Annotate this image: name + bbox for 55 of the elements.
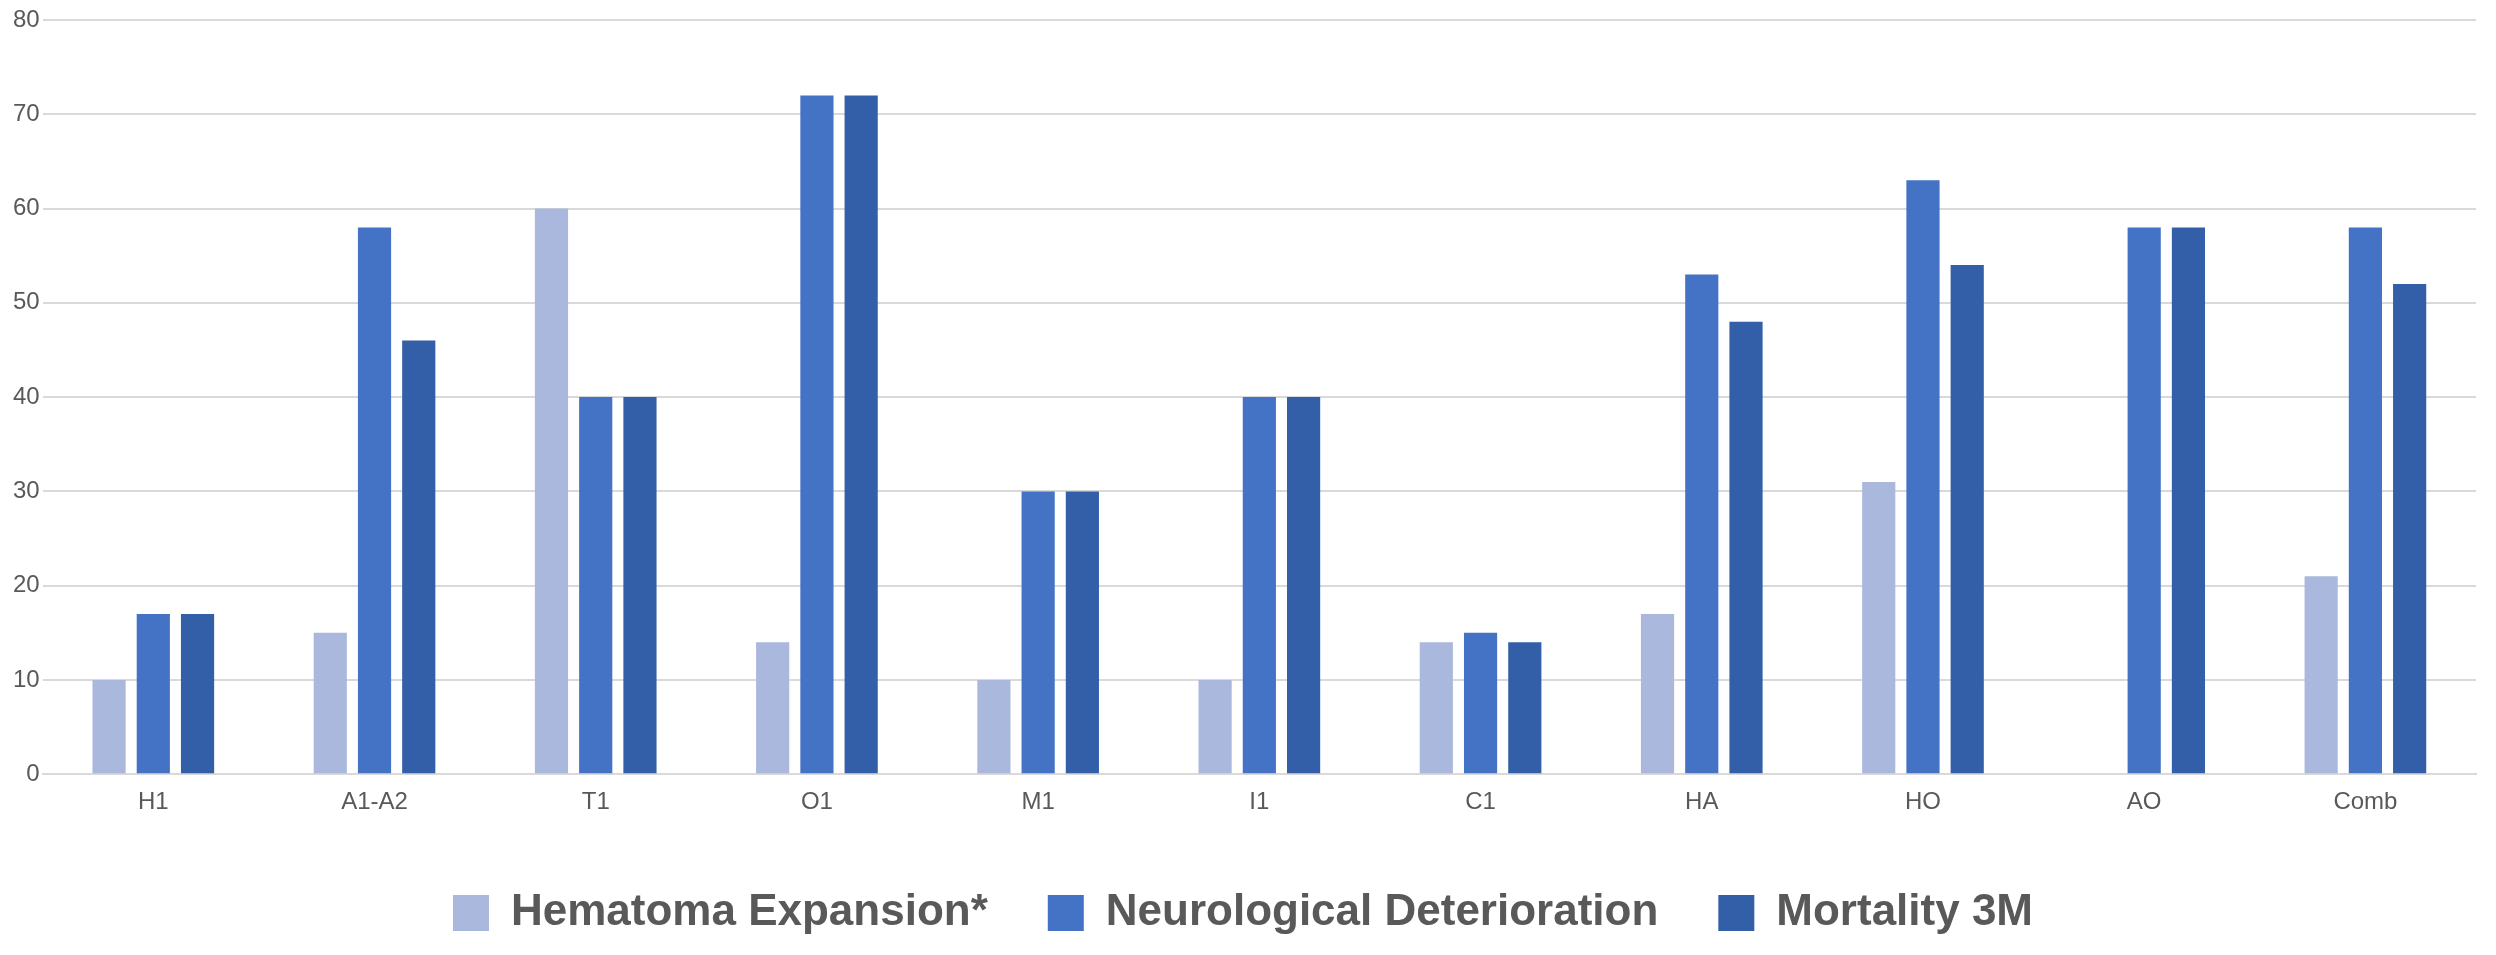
bar: [800, 95, 834, 774]
bar: [1640, 613, 1675, 774]
bar: [1862, 481, 1896, 774]
x-tick-label: O1: [800, 787, 833, 815]
bar: [402, 340, 436, 774]
y-tick-label: 70: [12, 98, 40, 126]
y-tick-label: 60: [12, 193, 40, 221]
y-tick-label: 20: [12, 570, 40, 598]
bar: [1419, 642, 1453, 774]
x-tick-label: T1: [581, 787, 610, 815]
bar: [1463, 632, 1498, 774]
bar: [2127, 227, 2161, 774]
x-tick-label: A1-A2: [341, 787, 408, 815]
bar: [2348, 227, 2382, 774]
bar: [844, 95, 878, 774]
y-tick-label: 50: [12, 287, 40, 315]
bar: [313, 632, 347, 774]
x-tick-label: HA: [1685, 787, 1719, 815]
legend-label: Mortality 3M: [1776, 885, 2034, 935]
legend-label: Neurological Deterioration: [1105, 885, 1659, 935]
legend-label: Hematoma Expansion*: [510, 885, 989, 935]
bar: [1287, 397, 1321, 774]
y-tick-label: 30: [12, 476, 40, 503]
bar: [2393, 283, 2427, 774]
bar: [1242, 397, 1276, 774]
x-tick-label: M1: [1021, 787, 1055, 815]
bar: [1685, 274, 1719, 774]
x-tick-label: C1: [1465, 787, 1496, 815]
bar: [1950, 265, 1984, 774]
bar: [579, 397, 613, 774]
x-tick-label: HO: [1904, 787, 1941, 815]
x-tick-label: Comb: [2333, 787, 2398, 815]
x-tick-label: I1: [1249, 787, 1270, 815]
bar: [180, 613, 215, 774]
x-tick-label: AO: [2126, 787, 2162, 815]
bar: [2304, 576, 2338, 774]
bar: [623, 397, 657, 774]
y-tick-label: 80: [12, 4, 40, 32]
bar: [1906, 180, 1940, 774]
y-tick-label: 0: [26, 758, 40, 786]
bar: [534, 208, 569, 774]
bar: [92, 679, 126, 774]
bar: [1198, 679, 1232, 774]
bar: [1508, 642, 1542, 774]
bar: [136, 613, 170, 774]
x-tick-label: H1: [137, 787, 169, 815]
bar: [357, 227, 392, 774]
bar: [977, 679, 1011, 774]
bar: [756, 642, 790, 774]
y-tick-label: 10: [12, 664, 40, 692]
bar: [1021, 491, 1055, 774]
bar: [1065, 491, 1099, 774]
y-tick-label: 40: [12, 381, 40, 409]
bar: [1729, 321, 1763, 774]
bar: [2171, 227, 2206, 774]
